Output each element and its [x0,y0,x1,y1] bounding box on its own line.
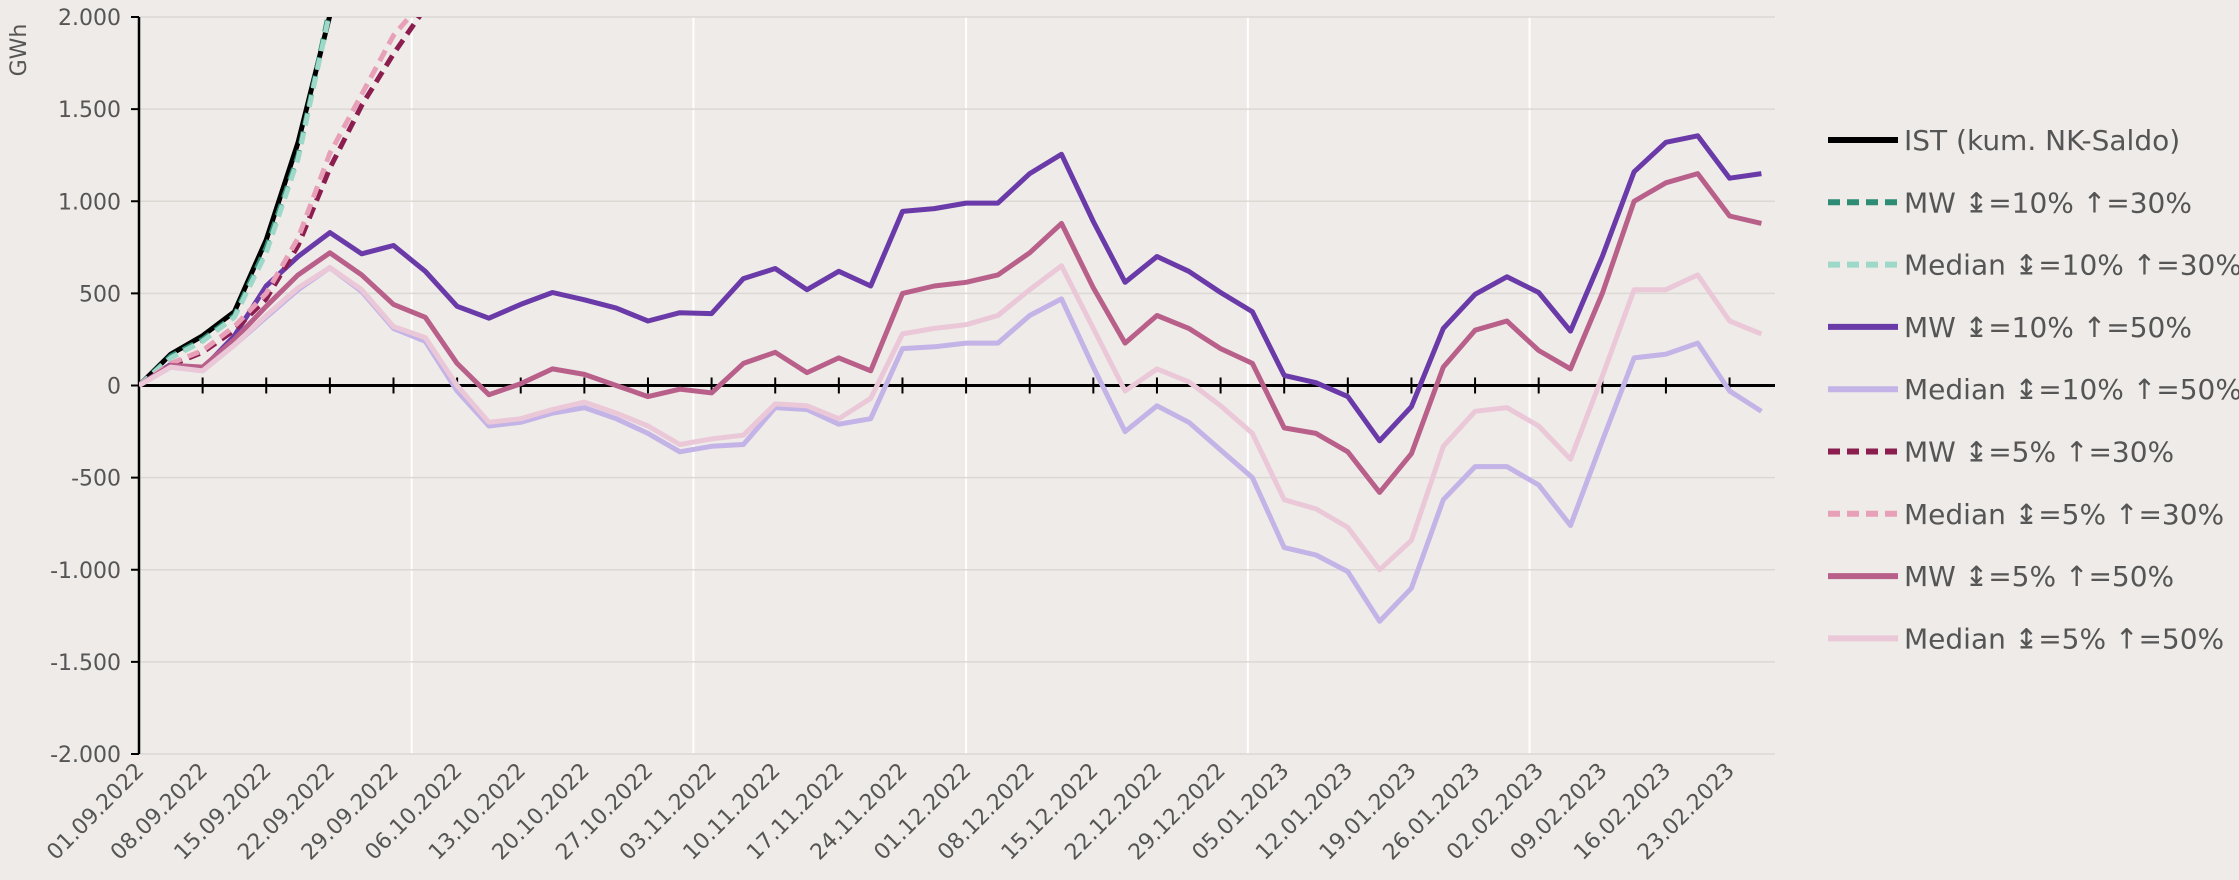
y-axis-label: GWh [7,24,32,77]
legend-label: Median ↨=5% ↑=30% [1904,498,2224,531]
legend-label: MW ↨=5% ↑=30% [1904,436,2174,469]
plot-area [139,17,1763,624]
legend-label: Median ↨=5% ↑=50% [1904,622,2224,655]
legend-label: IST (kum. NK-Saldo) [1904,124,2180,157]
y-tick-label: -2.000 [50,743,121,768]
series-line [139,17,422,388]
y-tick-label: -500 [71,467,121,492]
legend-label: MW ↨=10% ↑=30% [1904,186,2192,219]
y-tick-label: 500 [79,282,121,307]
legend-label: Median ↨=10% ↑=30% [1904,249,2239,282]
legend-label: MW ↨=10% ↑=50% [1904,311,2192,344]
series-line [139,17,333,388]
legend-label: Median ↨=10% ↑=50% [1904,373,2239,406]
series-line [139,17,332,388]
y-tick-label: 1.500 [58,98,121,123]
series-line [139,171,1762,495]
series-line [139,265,1763,624]
y-tick-label: -1.500 [50,651,121,676]
y-tick-label: -1.000 [50,559,121,584]
legend-label: MW ↨=5% ↑=50% [1904,560,2174,593]
series-line [139,263,1763,573]
y-tick-label: 0 [107,375,121,400]
series-line [139,133,1762,444]
y-tick-label: 2.000 [58,6,121,31]
series-line [139,17,331,388]
y-tick-label: 1.000 [58,190,121,215]
series-line [139,17,413,388]
